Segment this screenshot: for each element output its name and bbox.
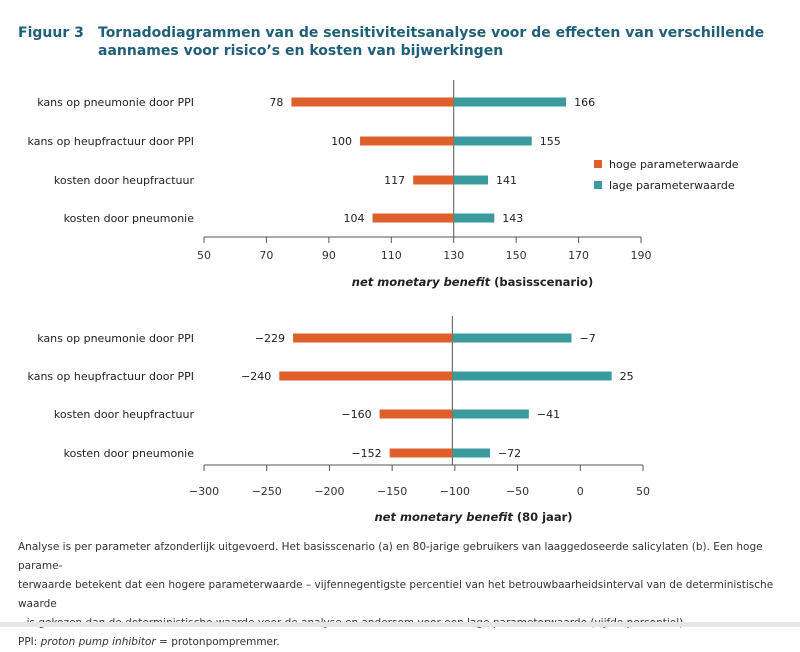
chart2-x-tick-label: −100	[440, 485, 470, 498]
chart1-x-tick-label: 70	[259, 249, 273, 262]
chart2-category-label: kosten door heupfractuur	[54, 408, 195, 421]
chart2-x-axis-title-plain: (80 jaar)	[513, 510, 573, 524]
chart1-value-label-high: 100	[331, 135, 352, 148]
chart1-x-tick-label: 150	[506, 249, 527, 262]
footnote-ppi: PPI: proton pump inhibitor = protonpompr…	[18, 633, 788, 652]
chart1-value-label-low: 143	[502, 212, 523, 225]
legend-swatch-high	[594, 160, 602, 168]
chart2-value-label-low: 25	[620, 370, 634, 383]
chart2-value-label-low: −7	[580, 332, 596, 345]
chart1-x-tick-label: 170	[568, 249, 589, 262]
chart1-bar-high	[291, 97, 454, 107]
tornado-charts: 50 70 90 110 130 150 170 190 net monetary benefi…	[28, 80, 739, 524]
chart1-x-tick-label: 190	[631, 249, 652, 262]
chart2-value-label-low: −72	[498, 447, 521, 460]
chart1-x-axis-title-italic: net monetary benefit	[352, 275, 491, 289]
chart1-category-label: kosten door pneumonie	[64, 212, 195, 225]
chart2-x-tick-label: −200	[314, 485, 344, 498]
chart1-x-axis-title-plain: (basisscenario)	[490, 275, 593, 289]
legend-label-high: hoge parameterwaarde	[609, 158, 739, 171]
chart1-x-tick-label: 90	[322, 249, 336, 262]
chart1-bar-high	[413, 175, 454, 185]
chart1-category-label: kans op pneumonie door PPI	[37, 96, 194, 109]
chart1-bar-low	[453, 213, 495, 223]
footnote-line-1: Analyse is per parameter afzonderlijk ui…	[18, 541, 763, 572]
figure-title: Tornadodiagrammen van de sensitiviteitsa…	[98, 25, 765, 59]
chart2-value-label-high: −229	[255, 332, 285, 345]
chart2-x-axis-title: net monetary benefit (80 jaar)	[374, 510, 572, 524]
chart2-bar-low	[452, 409, 529, 419]
chart2-bar-low	[452, 333, 572, 343]
legend-swatch-low	[594, 181, 602, 189]
chart1-value-label-low: 166	[574, 96, 595, 109]
chart1-x-axis-title: net monetary benefit (basisscenario)	[352, 275, 593, 289]
chart2-x-tick-label: −300	[189, 485, 219, 498]
chart1-value-label-high: 117	[384, 174, 405, 187]
footnote-ppi-prefix: PPI:	[18, 636, 41, 648]
chart2-category-label: kans op heupfractuur door PPI	[28, 370, 194, 383]
chart2-value-label-high: −152	[351, 447, 381, 460]
chart2-value-label-low: −41	[537, 408, 560, 421]
chart2-bar-high	[379, 409, 453, 419]
chart1-bar-high	[372, 213, 454, 223]
chart1-value-label-low: 155	[540, 135, 561, 148]
footnote-ppi-suffix: = protonpompremmer.	[155, 636, 280, 648]
chart2-category-label: kosten door pneumonie	[64, 447, 195, 460]
chart1-x-tick-label: 130	[443, 249, 464, 262]
chart1-value-label-high: 78	[269, 96, 283, 109]
chart1-x-tick-label: 50	[197, 249, 211, 262]
chart1-category-label: kans op heupfractuur door PPI	[28, 135, 194, 148]
chart1-bar-low	[453, 97, 567, 107]
chart1-bar-low	[453, 175, 489, 185]
legend-label-low: lage parameterwaarde	[609, 179, 735, 192]
chart1-bar-low	[453, 136, 532, 146]
chart2-x-tick-label: −250	[252, 485, 282, 498]
chart2-bar-high	[389, 448, 453, 458]
chart2-x-tick-label: −50	[506, 485, 529, 498]
chart2-x-tick-label: 50	[636, 485, 650, 498]
figure-label: Figuur 3	[18, 25, 84, 41]
chart2-bar-low	[452, 448, 490, 458]
chart2-x-axis-title-italic: net monetary benefit	[374, 510, 513, 524]
chart1-bar-high	[360, 136, 454, 146]
chart2-bar-high	[293, 333, 453, 343]
footnote: Analyse is per parameter afzonderlijk ui…	[18, 538, 788, 652]
footnote-line-2: terwaarde betekent dat een hogere parame…	[18, 579, 774, 610]
chart2-bar-high	[279, 371, 453, 381]
chart2-x-tick-label: −150	[377, 485, 407, 498]
chart2-category-label: kans op pneumonie door PPI	[37, 332, 194, 345]
footnote-ppi-italic: proton pump inhibitor	[40, 636, 156, 648]
chart1-category-label: kosten door heupfractuur	[54, 174, 195, 187]
bottom-rule	[0, 622, 800, 627]
chart2-x-tick-label: 0	[577, 485, 584, 498]
chart2-value-label-high: −240	[241, 370, 271, 383]
chart1-value-label-low: 141	[496, 174, 517, 187]
chart2-value-label-high: −160	[341, 408, 371, 421]
chart1-value-label-high: 104	[344, 212, 365, 225]
chart2-bar-low	[452, 371, 612, 381]
chart1-x-tick-label: 110	[381, 249, 402, 262]
